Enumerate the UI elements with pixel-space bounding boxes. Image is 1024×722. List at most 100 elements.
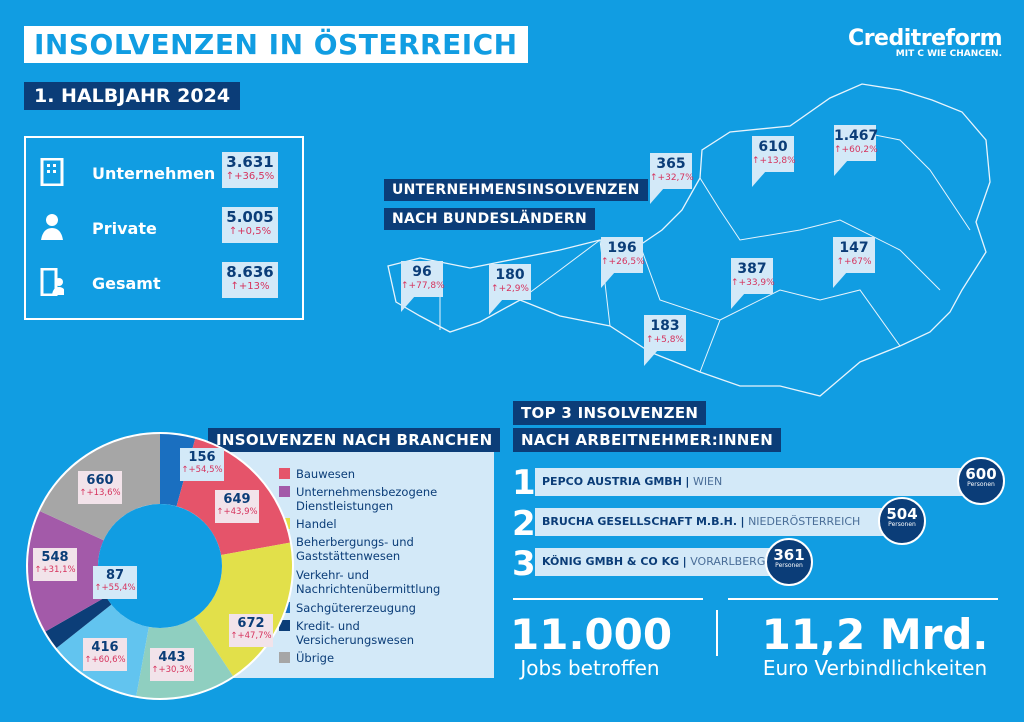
segment-label: 87 ↑+55,4% bbox=[93, 566, 137, 599]
region-change: +32,7% bbox=[657, 173, 694, 183]
region-change: +5,8% bbox=[653, 335, 684, 345]
arrow-up-icon: ↑ bbox=[228, 226, 238, 237]
company-bar: BRUCHA GESELLSCHAFT M.B.H. | NIEDERÖSTER… bbox=[535, 508, 885, 536]
employee-count: 361 bbox=[773, 546, 805, 564]
legend-swatch bbox=[279, 652, 290, 663]
region-value: 147 bbox=[839, 240, 869, 256]
legend-label: Beherbergungs- und bbox=[296, 535, 414, 549]
logo-name: Creditreform bbox=[848, 26, 1002, 51]
summary-value: 5.005 bbox=[226, 208, 274, 226]
logo: Creditreform MIT C WIE CHANCEN. bbox=[848, 26, 1002, 59]
segment-change: ↑+30,3% bbox=[151, 665, 193, 675]
company-region: VORARLBERG bbox=[690, 555, 766, 568]
company-bar: KÖNIG GMBH & CO KG | VORARLBERG bbox=[535, 548, 775, 576]
map-title-line1: UNTERNEHMENSINSOLVENZEN bbox=[384, 179, 648, 201]
legend-label: Unternehmensbezogene bbox=[296, 485, 438, 499]
region-callout: 180 ↑+2,9% bbox=[489, 264, 531, 315]
company-region: NIEDERÖSTERREICH bbox=[748, 515, 861, 528]
region-value: 365 bbox=[656, 156, 686, 172]
legend-swatch bbox=[279, 620, 290, 631]
stat-liabilities: 11,2 Mrd. Euro Verbindlichkeiten bbox=[750, 614, 1000, 681]
person-icon bbox=[41, 214, 63, 240]
donut-segment-handel bbox=[194, 542, 292, 676]
region-callout: 610 ↑+13,8% bbox=[752, 136, 796, 187]
region-change: +67% bbox=[844, 257, 872, 267]
summary-value-box: 5.005 ↑+0,5% bbox=[222, 207, 278, 243]
summary-change: +13% bbox=[238, 281, 270, 292]
divider bbox=[716, 610, 718, 656]
legend-label: Verkehr- und bbox=[296, 568, 370, 582]
region-callout: 387 ↑+33,9% bbox=[731, 258, 775, 309]
stat-jobs: 11.000 Jobs betroffen bbox=[510, 614, 672, 681]
state-borders bbox=[439, 129, 971, 373]
region-change: +60,2% bbox=[841, 145, 878, 155]
segment-value: 672 bbox=[237, 616, 265, 631]
arrow-up-icon: ↑ bbox=[225, 171, 235, 182]
summary-value: 3.631 bbox=[226, 153, 274, 171]
rank-number: 3 bbox=[512, 544, 536, 584]
divider bbox=[513, 598, 703, 600]
summary-row-gesamt: Gesamt 8.636 ↑+13% bbox=[40, 262, 290, 302]
stat-label: Jobs betroffen bbox=[520, 656, 660, 680]
employee-unit: Personen bbox=[967, 481, 995, 488]
page-subtitle: 1. HALBJAHR 2024 bbox=[24, 82, 241, 110]
region-change: +33,9% bbox=[738, 278, 775, 288]
summary-value: 8.636 bbox=[226, 263, 274, 281]
segment-value: 416 bbox=[91, 640, 119, 655]
stat-label: Euro Verbindlichkeiten bbox=[762, 656, 988, 680]
legend-label: Sachgütererzeugung bbox=[296, 601, 416, 615]
legend-label: Nachrichtenübermittlung bbox=[296, 582, 441, 596]
segment-value: 156 bbox=[188, 450, 216, 465]
building-person-icon bbox=[40, 268, 64, 296]
austria-outline bbox=[387, 83, 991, 397]
segment-value: 660 bbox=[86, 473, 114, 488]
legend-swatch bbox=[279, 486, 290, 497]
region-change: +2,9% bbox=[498, 284, 529, 294]
employee-count-badge: 361 Personen bbox=[765, 538, 813, 586]
legend-item: Bauwesen bbox=[279, 467, 355, 481]
employee-unit: Personen bbox=[775, 562, 803, 569]
summary-box: Unternehmen 3.631 ↑+36,5% Private 5.005 ↑+… bbox=[24, 136, 304, 320]
page-title: INSOLVENZEN IN ÖSTERREICH bbox=[24, 26, 528, 63]
summary-row-unternehmen: Unternehmen 3.631 ↑+36,5% bbox=[40, 152, 290, 192]
legend-label: Versicherungswesen bbox=[296, 633, 415, 647]
top3-title-line2: NACH ARBEITNEHMER:INNEN bbox=[513, 428, 782, 452]
company-bar: PEPCO AUSTRIA GMBH | WIEN bbox=[535, 468, 965, 496]
summary-change: +36,5% bbox=[234, 171, 275, 182]
region-value: 183 bbox=[650, 318, 680, 334]
company-name: BRUCHA GESELLSCHAFT M.B.H. bbox=[542, 515, 738, 528]
segment-label: 672 ↑+47,7% bbox=[229, 614, 273, 647]
employee-count-badge: 504 Personen bbox=[878, 497, 926, 545]
region-callout: 1.467 ↑+60,2% bbox=[834, 125, 879, 176]
legend-label: Übrige bbox=[296, 651, 335, 665]
segment-value: 443 bbox=[158, 650, 186, 665]
legend-label: Gaststättenwesen bbox=[296, 549, 401, 563]
segment-value: 649 bbox=[223, 492, 251, 507]
segment-label: 548 ↑+31,1% bbox=[33, 548, 77, 581]
region-value: 610 bbox=[758, 139, 788, 155]
top3-title-line1: TOP 3 INSOLVENZEN bbox=[513, 401, 707, 425]
region-callout: 96 ↑+77,8% bbox=[401, 261, 445, 312]
legend-swatch bbox=[279, 468, 290, 479]
company-name: KÖNIG GMBH & CO KG bbox=[542, 555, 680, 568]
company-region: WIEN bbox=[692, 475, 723, 488]
summary-value-box: 3.631 ↑+36,5% bbox=[222, 152, 278, 188]
donut-segment-kredit-und-versicherungswesen bbox=[45, 596, 112, 648]
legend-label: Kredit- und bbox=[296, 619, 360, 633]
region-value: 1.467 bbox=[834, 128, 879, 144]
building-icon bbox=[40, 158, 64, 186]
rank-number: 2 bbox=[512, 504, 536, 544]
segment-value: 548 bbox=[41, 550, 69, 565]
region-callout: 365 ↑+32,7% bbox=[650, 153, 694, 204]
legend-item: Übrige bbox=[279, 651, 335, 665]
map-title-line2: NACH BUNDESLÄNDERN bbox=[384, 208, 595, 230]
logo-tagline: MIT C WIE CHANCEN. bbox=[895, 49, 1002, 59]
segment-label: 416 ↑+60,6% bbox=[83, 638, 127, 671]
segment-label: 649 ↑+43,9% bbox=[215, 490, 259, 523]
region-value: 96 bbox=[412, 264, 432, 280]
rank-number: 1 bbox=[512, 463, 536, 503]
segment-change: ↑+13,6% bbox=[79, 488, 121, 498]
summary-change: +0,5% bbox=[237, 226, 272, 237]
arrow-up-icon: ↑ bbox=[230, 281, 239, 292]
region-value: 180 bbox=[495, 267, 525, 283]
